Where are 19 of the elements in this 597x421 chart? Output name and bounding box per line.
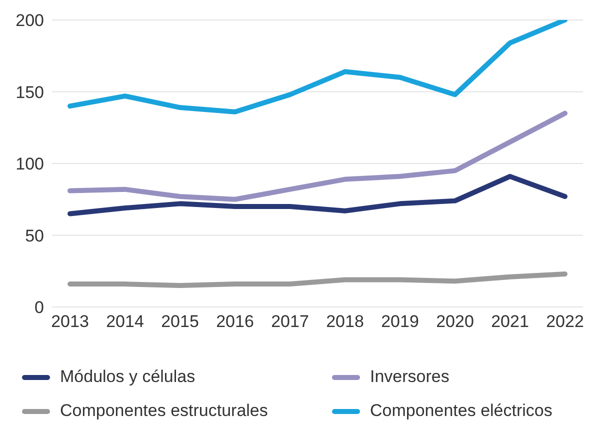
x-tick-label: 2014	[106, 312, 144, 332]
x-tick-label: 2017	[271, 312, 309, 332]
x-tick-label: 2013	[51, 312, 89, 332]
x-tick-label: 2015	[161, 312, 199, 332]
x-tick-label: 2016	[216, 312, 254, 332]
y-tick-label: 150	[16, 82, 44, 102]
legend-label: Componentes eléctricos	[370, 401, 552, 421]
x-tick-label: 2022	[546, 312, 584, 332]
legend-label: Componentes estructurales	[60, 401, 268, 421]
x-tick-label: 2020	[436, 312, 474, 332]
y-tick-label: 100	[16, 154, 44, 174]
legend-label: Inversores	[370, 367, 450, 387]
x-tick-label: 2019	[381, 312, 419, 332]
y-tick-label: 200	[16, 11, 44, 30]
y-tick-label: 0	[34, 298, 44, 318]
x-tick-label: 2021	[491, 312, 529, 332]
x-tick-label: 2018	[326, 312, 364, 332]
y-tick-label: 50	[25, 226, 44, 246]
legend-label: Módulos y células	[60, 367, 196, 387]
